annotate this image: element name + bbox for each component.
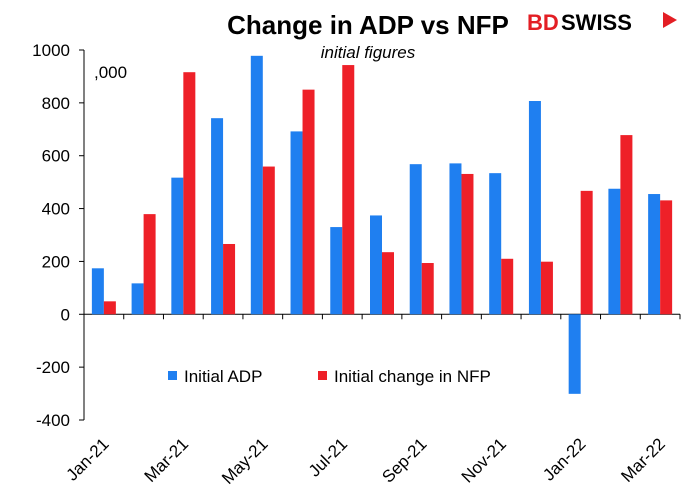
chart-subtitle: initial figures: [321, 43, 416, 62]
x-tick-label: Mar-22: [617, 434, 669, 486]
bar-adp: [330, 227, 343, 315]
bar-adp: [648, 194, 661, 315]
brand-prefix: BD: [527, 10, 559, 35]
bar-nfp: [342, 65, 355, 315]
bar-adp: [250, 55, 263, 315]
bar-adp: [528, 101, 541, 315]
bar-nfp: [143, 214, 156, 315]
bar-adp: [409, 164, 422, 315]
bar-adp: [489, 173, 502, 315]
x-tick-label: Sep-21: [378, 434, 430, 486]
bar-nfp: [421, 263, 434, 315]
bar-nfp: [223, 243, 236, 315]
bar-nfp: [461, 173, 474, 315]
bar-nfp: [302, 89, 315, 315]
bar-nfp: [540, 261, 553, 315]
y-tick-label: 0: [61, 305, 70, 324]
x-tick-label: Jan-21: [63, 434, 113, 484]
bar-adp: [568, 314, 581, 394]
x-tick-label: Mar-21: [141, 434, 193, 486]
y-tick-label: 1000: [32, 41, 70, 60]
bar-nfp: [580, 190, 593, 315]
brand-logo: BD SWISS: [527, 10, 677, 35]
bar-nfp: [183, 72, 196, 315]
x-tick-label: May-21: [218, 434, 272, 488]
bars: [91, 55, 673, 394]
bar-nfp: [620, 135, 633, 315]
bar-nfp: [660, 200, 673, 315]
y-tick-label: 400: [42, 200, 70, 219]
legend-swatch: [318, 371, 327, 380]
y-axis: -400 -200 0 200 400 600 800 1000: [32, 41, 85, 430]
x-axis: Jan-21 Mar-21 May-21 Jul-21 Sep-21 Nov-21 Jan-…: [63, 313, 681, 488]
bar-adp: [449, 163, 462, 315]
legend-label: Initial ADP: [184, 367, 262, 386]
legend: Initial ADP Initial change in NFP: [168, 367, 491, 386]
bar-nfp: [103, 301, 116, 315]
x-tick-label: Nov-21: [458, 434, 510, 486]
legend-label: Initial change in NFP: [334, 367, 491, 386]
y-tick-label: 800: [42, 94, 70, 113]
bar-adp: [290, 131, 303, 315]
bar-adp: [171, 177, 184, 315]
bar-nfp: [262, 166, 275, 315]
y-tick-label: 200: [42, 252, 70, 271]
bar-adp: [608, 188, 621, 315]
brand-name: SWISS: [561, 10, 632, 35]
y-tick-label: -200: [36, 358, 70, 377]
y-tick-label: 600: [42, 147, 70, 166]
bar-adp: [211, 118, 224, 315]
y-tick-label: -400: [36, 411, 70, 430]
legend-swatch: [168, 371, 177, 380]
x-tick-label: Jul-21: [305, 434, 351, 480]
bar-nfp: [382, 252, 394, 315]
unit-label: ,000: [94, 63, 127, 82]
chart-title: Change in ADP vs NFP: [227, 10, 509, 40]
brand-arrow-icon: [663, 12, 677, 28]
bar-adp: [91, 268, 104, 315]
bar-nfp: [501, 258, 514, 315]
x-tick-label: Jan-22: [539, 434, 589, 484]
bar-adp: [131, 283, 144, 315]
bar-adp: [370, 215, 382, 315]
